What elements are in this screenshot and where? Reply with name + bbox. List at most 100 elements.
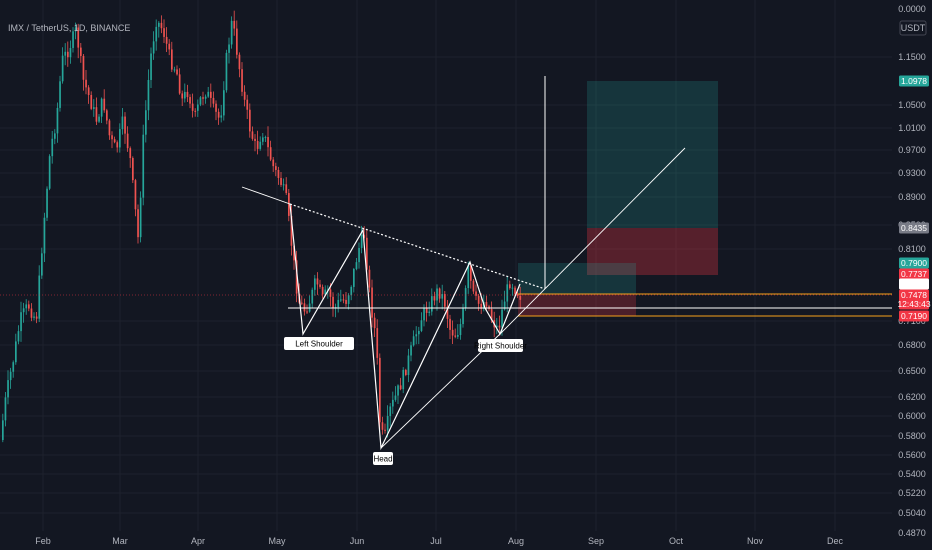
price-tick-label: 0.5040: [898, 508, 926, 518]
candle-body: [363, 234, 366, 238]
candle-body: [321, 286, 324, 295]
time-tick-label: Dec: [827, 536, 844, 546]
time-tick-label: Oct: [669, 536, 684, 546]
candle-body: [80, 47, 82, 56]
candle-body: [431, 296, 433, 312]
price-tag-text: 1.0978: [901, 76, 927, 86]
label-right-shoulder-text: Right Shoulder: [474, 342, 527, 351]
candle-body: [126, 133, 129, 149]
candle-body: [241, 69, 243, 92]
candle-body: [124, 116, 126, 134]
candle-body: [303, 303, 306, 312]
candle-body: [46, 188, 48, 218]
candle-body: [223, 90, 225, 116]
time-tick-label: Jun: [350, 536, 365, 546]
candle-body: [379, 357, 381, 423]
candle-body: [54, 133, 56, 139]
candle-body: [189, 97, 191, 104]
price-tag: 0.7190: [899, 310, 929, 322]
currency-label[interactable]: USDT: [899, 20, 927, 36]
loss-zone-main: [587, 228, 718, 275]
candle-body: [353, 268, 355, 287]
candle-body: [402, 369, 405, 390]
candle-body: [368, 269, 371, 288]
candle-body: [100, 98, 103, 117]
label-head[interactable]: Head: [373, 452, 393, 465]
candle-body: [217, 111, 220, 118]
candle-body: [186, 91, 189, 98]
candle-body: [415, 334, 418, 337]
price-tag-text: 0.7190: [901, 311, 927, 321]
candle-body: [501, 309, 503, 328]
price-tag-text: 0.8435: [901, 223, 927, 233]
candle-body: [418, 330, 420, 335]
candle-body: [225, 52, 228, 91]
candle-body: [397, 385, 399, 396]
price-tick-label: 1.1500: [898, 52, 926, 62]
time-tick-label: Aug: [508, 536, 524, 546]
candle-body: [251, 131, 254, 139]
candle-body: [113, 139, 116, 143]
candle-body: [215, 103, 217, 112]
candle-body: [4, 397, 7, 421]
candle-body: [155, 26, 158, 42]
price-tag-text: 0.7737: [901, 269, 927, 279]
candle-body: [152, 41, 155, 54]
candle-body: [35, 316, 38, 319]
candle-body: [347, 295, 350, 304]
candle-body: [137, 209, 139, 238]
price-tick-label: 0.5600: [898, 450, 926, 460]
label-left-shoulder[interactable]: Left Shoulder: [284, 337, 354, 350]
candle-body: [490, 309, 493, 320]
candle-body: [163, 28, 165, 37]
candle-body: [17, 331, 20, 342]
price-tick-label: 0.8100: [898, 244, 926, 254]
time-axis[interactable]: Feb Mar Apr May Jun Jul Aug Sep Oct Nov Dec: [0, 531, 892, 550]
candle-body: [103, 98, 106, 111]
price-tick-label: 0.9300: [898, 168, 926, 178]
candle-body: [74, 27, 77, 32]
price-tag: 0.7900: [899, 257, 929, 269]
price-axis-top-tick: 0.0000: [898, 4, 926, 14]
candle-body: [207, 91, 210, 97]
candle-body: [384, 429, 386, 431]
candle-body: [462, 308, 464, 325]
candle-body: [93, 107, 95, 109]
candle-body: [449, 318, 451, 330]
price-axis[interactable]: 0.0000 1.1500 1.0500 1.0100 0.9700 0.9300 0.8…: [892, 0, 932, 550]
candle-body: [12, 362, 15, 372]
candle-body: [132, 158, 134, 181]
candle-body: [301, 302, 303, 304]
time-tick-label: Sep: [588, 536, 604, 546]
candle-body: [30, 308, 33, 318]
candle-body: [425, 308, 428, 313]
candle-body: [438, 288, 441, 299]
long-position-tool[interactable]: [518, 81, 718, 316]
candle-body: [256, 140, 259, 149]
price-tick-label: 0.4870: [898, 528, 926, 538]
label-right-shoulder[interactable]: Right Shoulder: [474, 339, 527, 352]
candle-body: [410, 345, 412, 356]
candle-body: [236, 28, 238, 55]
candle-body: [147, 79, 150, 111]
candle-body: [25, 304, 28, 309]
candle-body: [360, 234, 363, 248]
price-tag: 0.8435: [899, 222, 929, 234]
candle-body: [85, 79, 87, 88]
candle-body: [475, 291, 477, 296]
descending-trendline: [241, 186, 291, 205]
candle-body: [9, 371, 12, 381]
candle-body: [67, 51, 69, 58]
time-tick-label: Feb: [35, 536, 51, 546]
candle-body: [277, 169, 280, 178]
candle-body: [399, 385, 402, 390]
candle-body: [376, 328, 379, 358]
pattern-zigzag: [289, 203, 521, 451]
candle-body: [446, 306, 449, 319]
candle-body: [72, 31, 74, 48]
candle-body: [358, 247, 360, 263]
candle-body: [41, 253, 43, 276]
price-tag: 0.7490: [899, 278, 929, 290]
candle-body: [262, 137, 264, 142]
